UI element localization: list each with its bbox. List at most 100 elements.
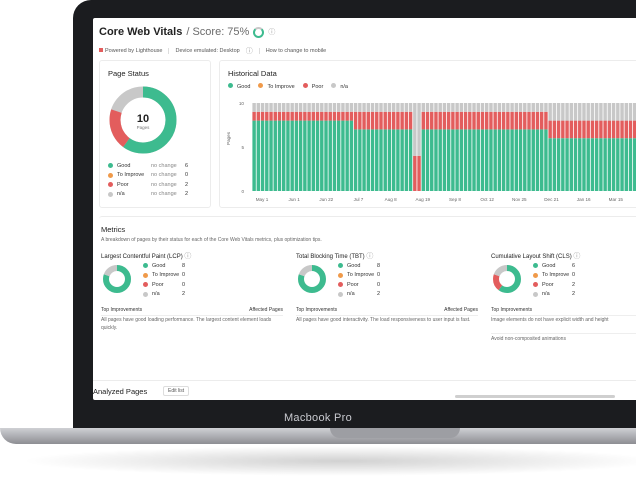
bar-na[interactable] [565,103,569,121]
bar-good[interactable] [446,129,451,191]
bar-good[interactable] [556,138,561,191]
bar-na[interactable] [421,103,425,112]
bar-na[interactable] [493,103,497,112]
bar-na[interactable] [294,103,299,112]
bar-good[interactable] [582,138,586,191]
bar-poor[interactable] [324,111,328,121]
bar-poor[interactable] [468,111,472,130]
bar-na[interactable] [370,103,375,112]
bar-na[interactable] [501,103,506,112]
bar-poor[interactable] [362,111,366,130]
bar-good[interactable] [260,120,265,191]
bar-poor[interactable] [396,111,400,130]
bar-na[interactable] [463,103,468,112]
bar-good[interactable] [590,138,595,191]
bar-na[interactable] [353,103,358,112]
bar-good[interactable] [273,120,277,191]
metric-row-to-improve[interactable]: To Improve 0 [533,271,575,281]
bar-na[interactable] [442,103,447,112]
bar-poor[interactable] [539,111,544,130]
bar-poor[interactable] [514,111,519,130]
bar-poor[interactable] [349,111,354,121]
bar-good[interactable] [328,120,332,191]
bar-na[interactable] [607,103,612,121]
metric-row-good[interactable]: Good 8 [143,261,185,271]
bar-good[interactable] [362,129,366,191]
bar-poor[interactable] [535,111,540,130]
metric-row-na[interactable]: n/a 2 [338,290,380,300]
bar-poor[interactable] [518,111,523,130]
bar-na[interactable] [324,103,328,112]
affected-pages-sort[interactable]: Affected Pages [444,307,478,313]
bar-na[interactable] [446,103,451,112]
bar-poor[interactable] [358,111,362,130]
bar-good[interactable] [341,120,345,191]
bar-good[interactable] [434,129,438,191]
bar-poor[interactable] [451,111,455,130]
bar-good[interactable] [480,129,485,191]
bar-poor[interactable] [624,120,628,139]
bar-poor[interactable] [523,111,527,130]
bar-na[interactable] [552,103,557,121]
bar-na[interactable] [260,103,265,112]
bar-poor[interactable] [446,111,451,130]
bar-na[interactable] [497,103,502,112]
bar-good[interactable] [375,129,379,191]
bar-good[interactable] [269,120,273,191]
bar-poor[interactable] [544,111,548,130]
bar-na[interactable] [396,103,400,112]
bar-poor[interactable] [573,120,578,139]
metric-row-to-improve[interactable]: To Improve 0 [338,271,380,281]
bar-good[interactable] [256,120,261,191]
info-icon[interactable]: ⓘ [366,253,374,260]
bar-good[interactable] [332,120,337,191]
bar-na[interactable] [506,103,510,112]
bar-poor[interactable] [628,120,633,139]
bar-na[interactable] [544,103,548,112]
bar-good[interactable] [565,138,569,191]
bar-na[interactable] [277,103,282,112]
legend-poor[interactable]: Poor [302,83,323,90]
bar-good[interactable] [531,129,535,191]
bar-poor[interactable] [459,111,464,130]
legend-good[interactable]: Good [228,83,250,90]
bar-na[interactable] [417,103,421,156]
edit-list-button[interactable]: Edit list [163,386,190,396]
bar-good[interactable] [527,129,531,191]
bar-poor[interactable] [336,111,341,121]
bar-na[interactable] [438,103,442,112]
bar-na[interactable] [269,103,273,112]
bar-poor[interactable] [366,111,371,130]
bar-good[interactable] [307,120,311,191]
bar-na[interactable] [594,103,599,121]
bar-good[interactable] [336,120,341,191]
improvement-text[interactable]: Avoid non-composited animations [491,333,636,344]
bar-na[interactable] [578,103,582,121]
bar-na[interactable] [362,103,366,112]
bar-good[interactable] [476,129,480,191]
bar-good[interactable] [298,120,303,191]
bar-poor[interactable] [303,111,307,121]
bar-na[interactable] [620,103,624,121]
bar-poor[interactable] [387,111,392,130]
bar-poor[interactable] [531,111,535,130]
bar-na[interactable] [375,103,379,112]
bar-poor[interactable] [341,111,345,121]
bar-na[interactable] [391,103,396,112]
bar-good[interactable] [294,120,299,191]
bar-poor[interactable] [569,120,574,139]
bar-good[interactable] [404,129,409,191]
bar-good[interactable] [578,138,582,191]
bar-poor[interactable] [620,120,624,139]
bar-poor[interactable] [493,111,497,130]
bar-poor[interactable] [430,111,434,130]
bar-poor[interactable] [421,111,425,130]
bar-na[interactable] [387,103,392,112]
info-icon[interactable]: ⓘ [268,29,276,36]
bar-na[interactable] [430,103,434,112]
bar-good[interactable] [485,129,489,191]
bar-na[interactable] [523,103,527,112]
bar-good[interactable] [383,129,387,191]
info-icon[interactable]: ⓘ [245,48,253,55]
bar-na[interactable] [485,103,489,112]
